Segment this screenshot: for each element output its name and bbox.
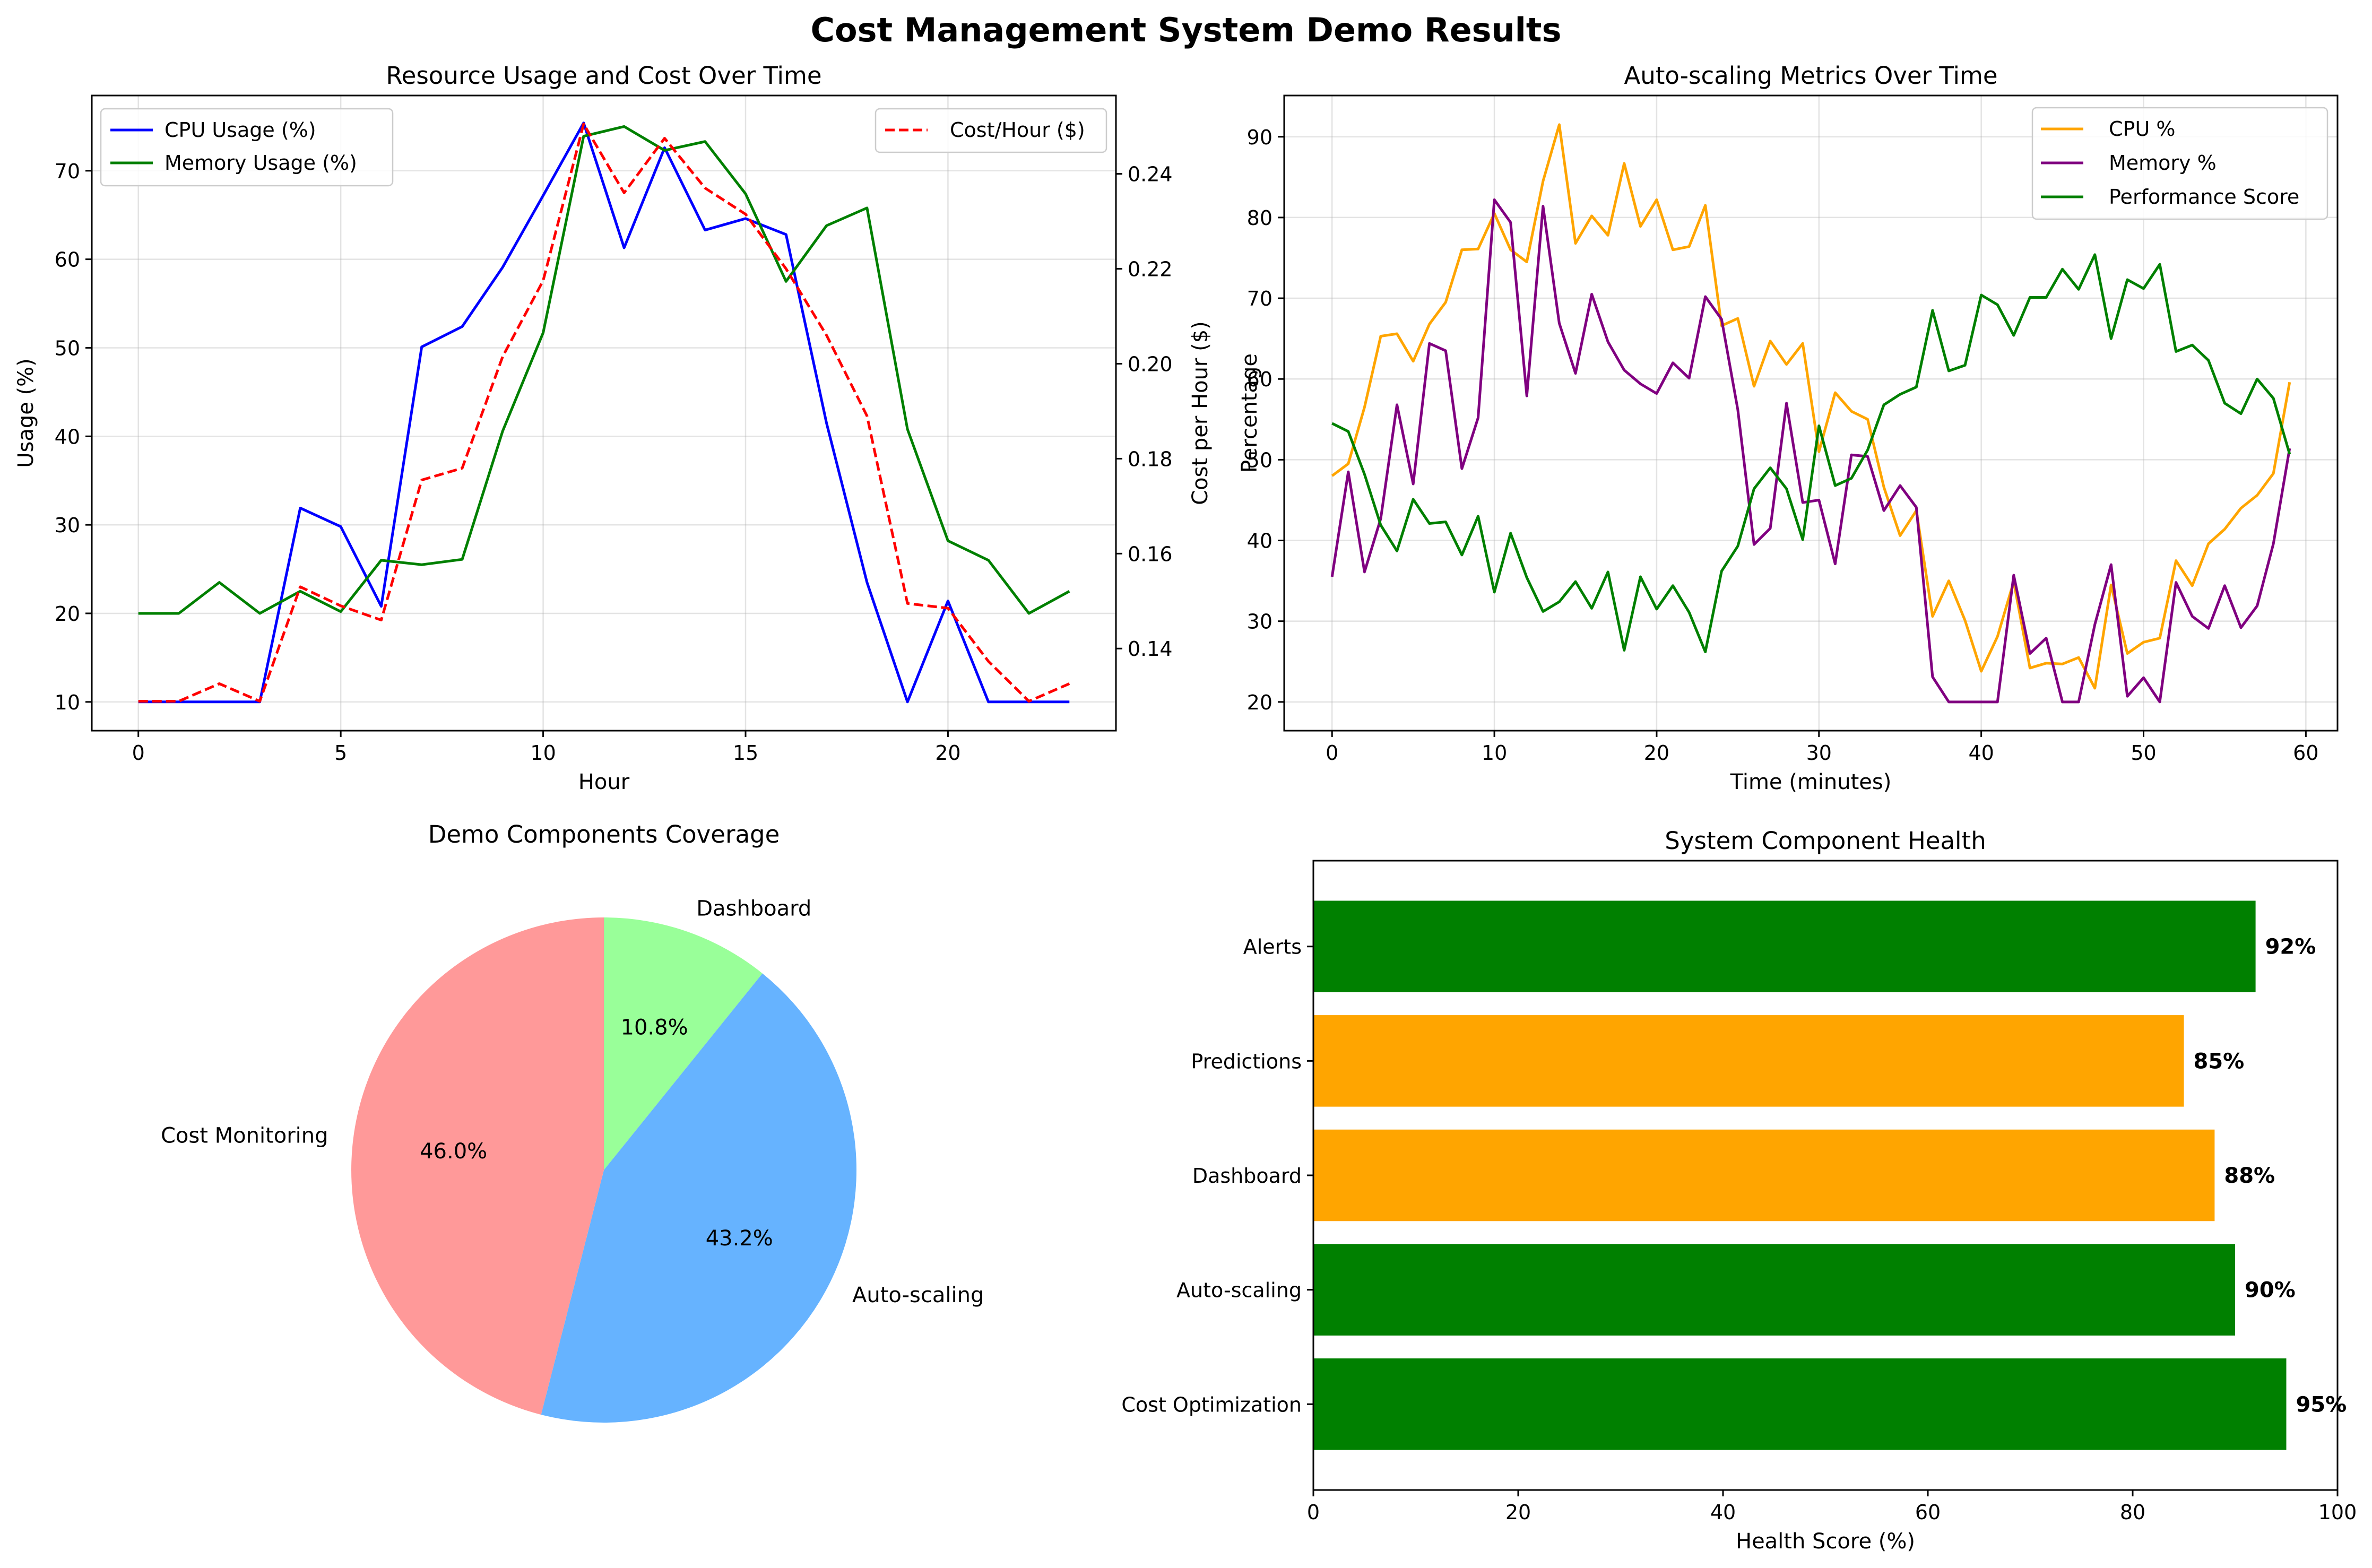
y-tick-label: 50 [1247, 448, 1272, 472]
resource-usage-chart: 0 5 10 15 20 10 20 30 40 50 60 70 0.14 0.16 0.18 0.20 0.… [14, 62, 1213, 794]
legend-right: Cost/Hour ($) [875, 108, 1107, 153]
category-label: Dashboard [1192, 1164, 1302, 1188]
y-tick-label: 60 [1247, 368, 1272, 391]
series-line-cost-hour [138, 123, 1070, 703]
series-line-memory [1330, 198, 2291, 704]
y-axis-label: Usage (%) [14, 358, 38, 468]
y-right-tick-label: 0.18 [1128, 447, 1173, 471]
components-coverage-pie: Demo Components Coverage Dashboard 10.8% Au… [161, 820, 984, 1423]
y-right-tick-label: 0.22 [1128, 258, 1173, 281]
series-line-memory-usage [138, 125, 1070, 615]
y-tick-label: 70 [1247, 287, 1272, 310]
bar-predictions [1313, 1015, 2184, 1107]
x-tick-label: 60 [1915, 1501, 1941, 1524]
x-tick-label: 0 [1307, 1501, 1320, 1524]
bar-dashboard [1313, 1129, 2215, 1222]
legend: CPU % Memory % Performance Score [2031, 107, 2328, 220]
legend-entry: Memory Usage (%) [165, 151, 357, 175]
x-tick-label: 10 [1482, 741, 1507, 765]
pie-slice-cost-monitoring [351, 917, 604, 1415]
legend-entry: CPU Usage (%) [165, 118, 316, 142]
bar-cost-optimization [1313, 1358, 2287, 1450]
x-tick-label: 100 [2318, 1501, 2357, 1524]
x-tick-label: 20 [935, 741, 960, 765]
pie-percent-label: 43.2% [706, 1226, 773, 1251]
legend-entry: Memory % [2109, 151, 2217, 175]
y-right-tick-label: 0.14 [1128, 637, 1173, 661]
x-axis-label: Time (minutes) [1730, 770, 1892, 794]
bar-auto-scaling [1313, 1244, 2235, 1336]
pie-label: Auto-scaling [852, 1283, 984, 1307]
x-tick-label: 40 [1968, 741, 1994, 765]
x-tick-label: 60 [2293, 741, 2318, 765]
y-tick-label: 50 [55, 336, 80, 360]
legend-entry: Cost/Hour ($) [950, 118, 1085, 142]
chart-title: Demo Components Coverage [428, 820, 780, 848]
legend-entry: CPU % [2109, 117, 2175, 141]
y-tick-label: 60 [55, 248, 80, 272]
bar-alerts [1313, 900, 2256, 992]
y-tick-label: 80 [1247, 206, 1272, 230]
autoscaling-metrics-chart: 0 10 20 30 40 50 60 20 30 40 50 60 70 80 90 Auto-scalin… [1237, 62, 2339, 794]
x-tick-label: 50 [2131, 741, 2156, 765]
legend-box [2031, 107, 2328, 220]
y-tick-label: 20 [55, 602, 80, 626]
x-tick-label: 10 [530, 741, 556, 765]
pie-label: Dashboard [696, 896, 811, 921]
x-tick-label: 20 [1505, 1501, 1531, 1524]
pie-percent-label: 46.0% [420, 1139, 487, 1164]
category-label: Auto-scaling [1176, 1279, 1302, 1302]
category-label: Cost Optimization [1121, 1393, 1302, 1416]
y-tick-label: 70 [55, 160, 80, 183]
y-tick-label: 30 [55, 514, 80, 537]
legend-box [100, 108, 394, 187]
x-tick-label: 20 [1644, 741, 1669, 765]
y-tick-label: 30 [1247, 610, 1272, 634]
pie-label: Cost Monitoring [161, 1123, 328, 1148]
category-label: Alerts [1243, 935, 1302, 959]
chart-title: Resource Usage and Cost Over Time [386, 62, 821, 90]
x-axis-label: Hour [578, 770, 630, 794]
legend-box [875, 108, 1107, 153]
plot-frame [1283, 94, 2339, 732]
y-right-axis-label: Cost per Hour ($) [1188, 321, 1213, 505]
y-right-tick-label: 0.24 [1128, 163, 1173, 186]
x-tick-label: 80 [2120, 1501, 2145, 1524]
bar-value-label: 90% [2245, 1278, 2296, 1303]
x-axis-label: Health Score (%) [1736, 1529, 1915, 1554]
pie-percent-label: 10.8% [621, 1016, 688, 1040]
y-right-tick-label: 0.16 [1128, 542, 1173, 566]
pie-slice-auto-scaling [541, 973, 857, 1423]
x-tick-label: 15 [733, 741, 758, 765]
y-tick-label: 20 [1247, 691, 1272, 714]
chart-title: Auto-scaling Metrics Over Time [1624, 62, 1997, 90]
y-tick-label: 40 [1247, 530, 1272, 553]
component-health-bar-chart: System Component Health 92% Alerts 85% Predi… [1121, 827, 2357, 1554]
pie-slice-dashboard [604, 917, 763, 1170]
series-line-cpu-usage [138, 122, 1070, 704]
legend-left: CPU Usage (%) Memory Usage (%) [100, 108, 394, 187]
x-tick-label: 0 [1326, 741, 1338, 765]
x-tick-label: 5 [334, 741, 347, 765]
category-label: Predictions [1191, 1050, 1302, 1073]
legend-entry: Performance Score [2109, 185, 2299, 209]
x-tick-label: 0 [132, 741, 145, 765]
plot-frame [91, 94, 1117, 732]
y-tick-label: 40 [55, 425, 80, 448]
figure-title: Cost Management System Demo Results [811, 11, 1562, 49]
series-line-performance-score [1331, 253, 2291, 653]
bar-value-label: 85% [2194, 1049, 2245, 1073]
y-tick-label: 10 [55, 691, 80, 714]
plot-frame [1312, 860, 2339, 1491]
bar-value-label: 95% [2296, 1392, 2347, 1417]
x-tick-label: 30 [1806, 741, 1832, 765]
bar-value-label: 88% [2224, 1164, 2275, 1188]
y-axis-label: Percentage [1237, 353, 1262, 473]
chart-title: System Component Health [1665, 827, 1986, 855]
y-tick-label: 90 [1247, 126, 1272, 149]
x-tick-label: 40 [1710, 1501, 1736, 1524]
y-right-tick-label: 0.20 [1128, 352, 1173, 376]
bar-value-label: 92% [2265, 935, 2316, 959]
